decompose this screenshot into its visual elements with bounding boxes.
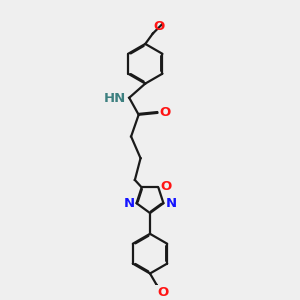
Text: O: O [158,286,169,299]
Text: O: O [154,20,165,33]
Text: N: N [166,197,177,210]
Text: O: O [160,106,171,119]
Text: O: O [160,180,172,193]
Text: N: N [124,197,135,210]
Text: HN: HN [104,92,126,105]
